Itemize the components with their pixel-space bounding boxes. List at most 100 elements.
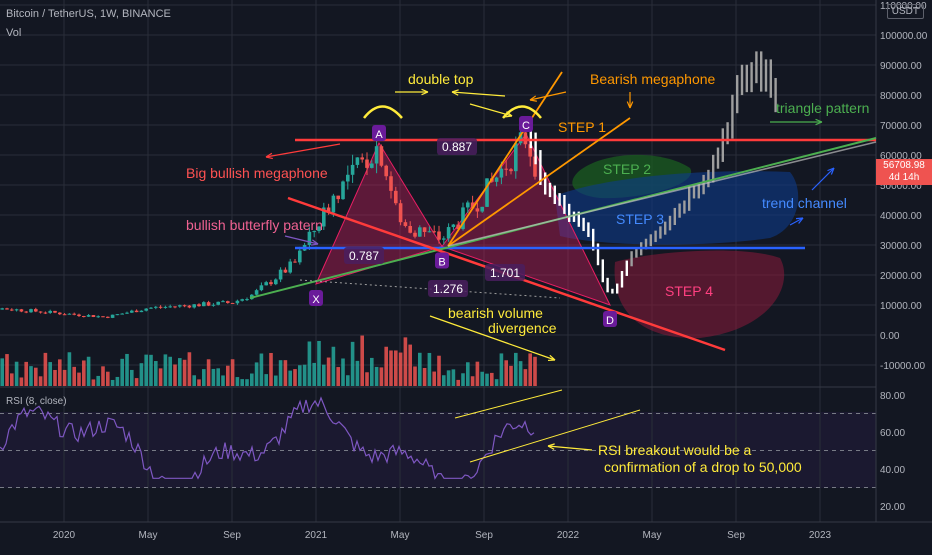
candle-body [115, 314, 120, 316]
candle-body [374, 146, 379, 164]
volume-bar [514, 352, 518, 386]
volume-bar [370, 357, 374, 386]
candle-body [254, 290, 259, 295]
candle-body [322, 207, 326, 227]
y-tick-label: 10000.00 [880, 301, 922, 312]
candle-body [19, 309, 24, 312]
arrow-bullish-megaphone-head [265, 152, 273, 160]
volume-bar [307, 341, 312, 386]
x-tick-label: Sep [475, 530, 493, 541]
candle-body [182, 305, 187, 307]
volume-bar [365, 372, 369, 386]
candle-body [509, 169, 513, 172]
candle-body [398, 203, 403, 223]
candle-body [154, 306, 158, 308]
candle-body [341, 181, 345, 200]
volume-bar [29, 366, 33, 386]
ratio-box [344, 247, 384, 264]
volume-bar [62, 369, 67, 386]
candle-body [221, 301, 225, 303]
candle-body [394, 190, 398, 204]
y-tick-label: 50000.00 [880, 181, 922, 192]
candle-body [82, 316, 86, 318]
candle-body [139, 310, 144, 313]
annotation-bearish-volume: bearish volume [448, 305, 543, 321]
volume-bar [269, 352, 273, 386]
volume-bar [494, 379, 499, 386]
candle-body [278, 269, 283, 280]
candle-body [211, 304, 216, 306]
volume-bar [202, 369, 206, 386]
candle-body [178, 305, 182, 307]
volume-bar [235, 377, 240, 386]
volume-bar [14, 361, 19, 386]
rsi-label: RSI (8, close) [6, 396, 67, 407]
volume-bar [470, 376, 475, 386]
candle-body [331, 195, 336, 213]
candle-body [245, 299, 249, 301]
volume-bar [226, 365, 230, 386]
volume-bar [278, 360, 283, 386]
volume-bar [408, 344, 412, 386]
volume-bar [245, 379, 249, 386]
candle-body [24, 311, 28, 313]
volume-bar [298, 365, 302, 386]
volume-bar [312, 362, 316, 386]
double-top-arc-left [363, 105, 403, 119]
volume-bar [331, 346, 336, 386]
candle-body [259, 285, 264, 291]
annotation-triangle: triangle pattern [776, 100, 869, 116]
volume-bar [509, 365, 513, 386]
volume-bar [259, 353, 264, 386]
volume-bar [216, 368, 220, 386]
volume-bar [336, 367, 340, 386]
volume-bar [437, 355, 441, 386]
volume-bar [379, 367, 384, 386]
candle-body [130, 310, 134, 313]
x-tick-label: 2022 [557, 530, 580, 541]
rsi-upper-trend [454, 389, 563, 419]
candle-body [163, 306, 168, 308]
bearish-megaphone-lower [447, 117, 631, 247]
volume-bar [461, 373, 465, 386]
volume-bar [398, 352, 403, 386]
candle-body [346, 174, 350, 182]
ratio-label: 0.887 [442, 140, 472, 154]
candle-body [466, 202, 470, 208]
candle-body [235, 300, 240, 304]
volume-bar [427, 352, 432, 386]
volume-bar [82, 360, 86, 386]
candle-body [427, 231, 432, 233]
volume-bar [163, 354, 168, 386]
step4-zone [614, 250, 785, 339]
volume-bar [96, 375, 100, 386]
volume-bar [130, 369, 134, 386]
currency-badge[interactable]: USDT [886, 4, 924, 19]
volume-bar [182, 359, 187, 386]
volume-bar [53, 369, 57, 386]
volume-bar [533, 356, 537, 386]
point-label-box [435, 252, 449, 269]
ratio-box [428, 280, 468, 297]
volume-bar [43, 352, 48, 386]
point-label-box [309, 290, 323, 306]
candle-body [125, 312, 129, 314]
candle-body [187, 305, 192, 308]
ratio-label: 1.276 [433, 282, 463, 296]
annotation-butterfly: bullish butterfly patern [186, 217, 323, 233]
volume-bar [490, 372, 494, 386]
annotation-rsi-1: RSI breakout would be a [598, 442, 752, 458]
rsi-lower-trend [469, 409, 641, 463]
volume-bar [19, 377, 24, 386]
volume-bar [283, 360, 288, 386]
volume-bar [125, 353, 129, 386]
volume-bar [5, 354, 9, 386]
y-tick-label: 40000.00 [880, 211, 922, 222]
volume-bar [110, 379, 115, 386]
volume-bar [139, 363, 144, 386]
candle-body [274, 279, 278, 285]
volume-bar [346, 375, 350, 386]
rsi-tick-label: 20.00 [880, 502, 905, 513]
candle-body [523, 132, 528, 145]
volume-bar [518, 361, 523, 386]
